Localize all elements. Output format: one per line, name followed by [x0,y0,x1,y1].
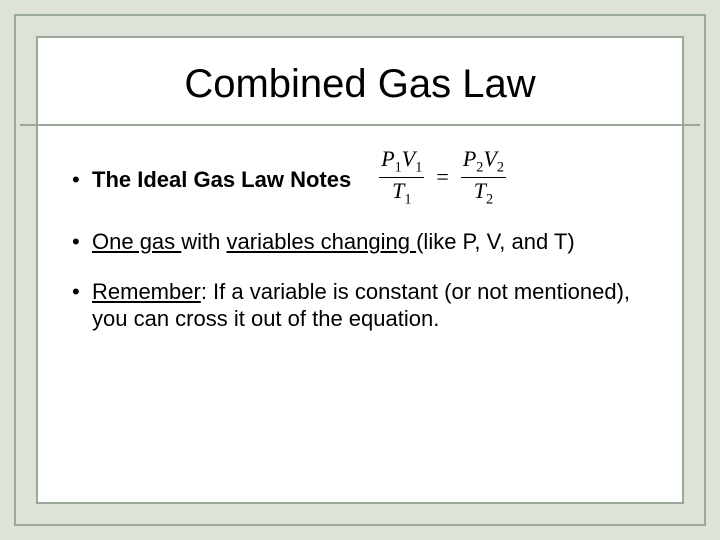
equals-sign: = [436,163,448,191]
bullet-2-body: One gas with variables changing (like P,… [92,228,648,256]
bullet-dot-icon: • [72,228,92,256]
bullet-2-mid: with [181,229,226,254]
eq-T1-sub: 1 [404,191,411,207]
inner-frame: Combined Gas Law • The Ideal Gas Law Not… [36,36,684,504]
bullet-3: • Remember: If a variable is constant (o… [72,278,648,333]
eq-T1-t: T [392,178,404,203]
combined-gas-law-equation: P1V1 T1 = P2V2 [375,148,510,206]
eq-T2-t: T [474,178,486,203]
eq-T2-sub: 2 [486,191,493,207]
content-area: • The Ideal Gas Law Notes P1V1 T1 [72,154,648,355]
bullet-2-tail: (like P, V, and T) [416,229,575,254]
title-divider [20,124,700,126]
eq-V1-v: V [402,146,415,171]
eq-V2-sub: 2 [497,159,504,175]
bullet-dot-icon: • [72,166,92,194]
bullet-2-underline-2: variables changing [227,229,417,254]
bullet-1: • The Ideal Gas Law Notes P1V1 T1 [72,154,648,206]
bullet-2-underline-1: One gas [92,229,181,254]
eq-V1-sub: 1 [415,159,422,175]
bullet-1-body: The Ideal Gas Law Notes P1V1 T1 = [92,154,648,206]
slide-title: Combined Gas Law [38,62,682,107]
eq-V2-v: V [483,146,496,171]
bullet-3-underline: Remember [92,279,201,304]
title-block: Combined Gas Law [38,62,682,115]
eq-P1-p: P [381,146,394,171]
eq-P2-p: P [463,146,476,171]
bullet-2: • One gas with variables changing (like … [72,228,648,256]
equation-right-fraction: P2V2 T2 [461,148,506,206]
bullet-1-text: The Ideal Gas Law Notes [92,166,351,194]
eq-P1-sub: 1 [395,159,402,175]
bullet-dot-icon: • [72,278,92,306]
equation-left-fraction: P1V1 T1 [379,148,424,206]
outer-frame: Combined Gas Law • The Ideal Gas Law Not… [14,14,706,526]
bullet-3-body: Remember: If a variable is constant (or … [92,278,648,333]
